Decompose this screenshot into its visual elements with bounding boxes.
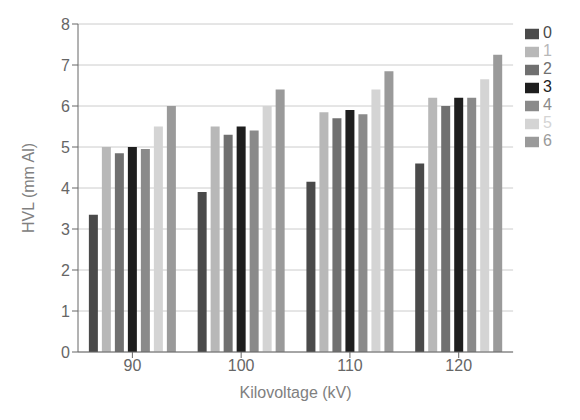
html-text:2: 2: [543, 60, 552, 77]
html-text:5: 5: [543, 114, 552, 131]
svg-text:6: 6: [61, 98, 70, 115]
html-text:1: 1: [543, 42, 552, 59]
svg-text:2: 2: [61, 262, 70, 279]
svg-text:110: 110: [337, 357, 363, 374]
html-text:4: 4: [543, 96, 552, 113]
html-text:6: 6: [543, 132, 552, 149]
svg-text:100: 100: [228, 357, 255, 374]
svg-text:0: 0: [61, 344, 70, 361]
svg-text:1: 1: [61, 303, 70, 320]
html-text:3: 3: [543, 78, 552, 95]
svg-text:8: 8: [61, 16, 70, 33]
svg-text:Kilovoltage (kV): Kilovoltage (kV): [240, 384, 352, 401]
svg-text:120: 120: [445, 357, 472, 374]
html-text:0: 0: [543, 24, 552, 41]
svg-text:5: 5: [61, 139, 70, 156]
svg-text:HVL (mm Al): HVL (mm Al): [20, 143, 37, 233]
svg-text:7: 7: [61, 57, 70, 74]
svg-text:4: 4: [61, 180, 70, 197]
svg-text:3: 3: [61, 221, 70, 238]
svg-text:90: 90: [123, 357, 141, 374]
